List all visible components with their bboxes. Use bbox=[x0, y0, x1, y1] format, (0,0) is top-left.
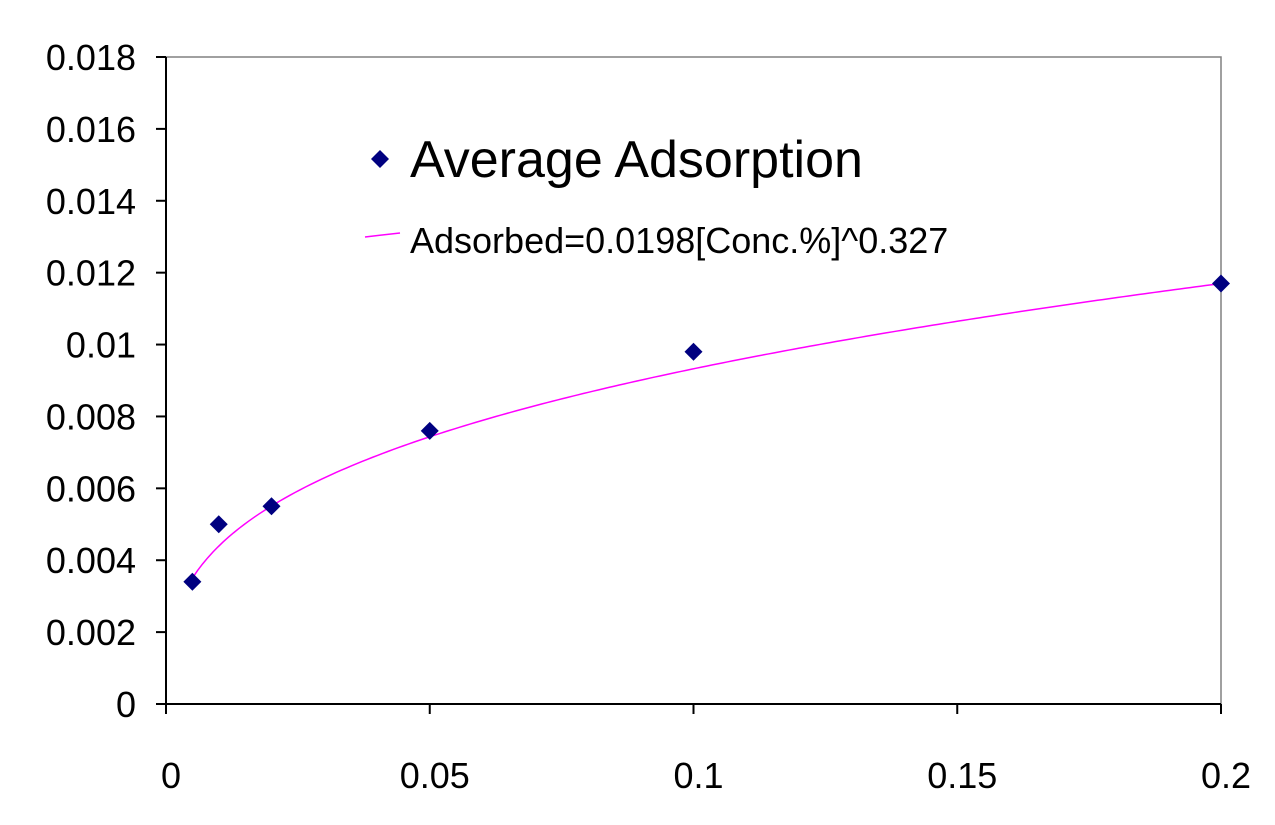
y-tick-label: 0.016 bbox=[46, 109, 136, 150]
y-tick-label: 0.014 bbox=[46, 181, 136, 222]
data-point bbox=[420, 421, 439, 440]
y-tick-label: 0.018 bbox=[46, 37, 136, 78]
data-point bbox=[1212, 274, 1230, 293]
y-tick-label: 0.008 bbox=[46, 396, 136, 437]
x-axis: 0 0.05 0.1 0.15 0.2 bbox=[161, 703, 1251, 796]
data-point bbox=[209, 515, 228, 534]
trendline bbox=[191, 282, 1222, 579]
x-tick-label: 0.05 bbox=[400, 755, 470, 796]
y-tick-label: 0.004 bbox=[46, 540, 136, 581]
x-tick-label: 0 bbox=[161, 755, 181, 796]
legend-marker-average-adsorption bbox=[371, 150, 389, 168]
legend-label-average-adsorption: Average Adsorption bbox=[410, 131, 863, 189]
legend-label-trendline: Adsorbed=0.0198[Conc.%]^0.327 bbox=[410, 220, 948, 261]
x-tick-label: 0.15 bbox=[927, 755, 997, 796]
y-tick-label: 0.01 bbox=[66, 325, 136, 366]
y-axis: 0 0.002 0.004 0.006 0.008 0.01 0.012 0.014 0.016… bbox=[46, 37, 167, 725]
x-tick-label: 0.2 bbox=[1201, 755, 1251, 796]
y-tick-label: 0.012 bbox=[46, 253, 136, 294]
trendline-group bbox=[191, 282, 1222, 579]
data-point bbox=[183, 572, 202, 591]
x-tick-label: 0.1 bbox=[673, 755, 723, 796]
y-tick-label: 0.006 bbox=[46, 468, 136, 509]
data-point bbox=[684, 342, 703, 361]
y-tick-label: 0.002 bbox=[46, 612, 136, 653]
y-tick-label: 0 bbox=[116, 684, 136, 725]
legend-trendline-swatch bbox=[364, 232, 401, 238]
legend: Average Adsorption Adsorbed=0.0198[Conc.… bbox=[364, 131, 948, 261]
data-points bbox=[183, 274, 1230, 591]
data-point bbox=[262, 497, 281, 516]
